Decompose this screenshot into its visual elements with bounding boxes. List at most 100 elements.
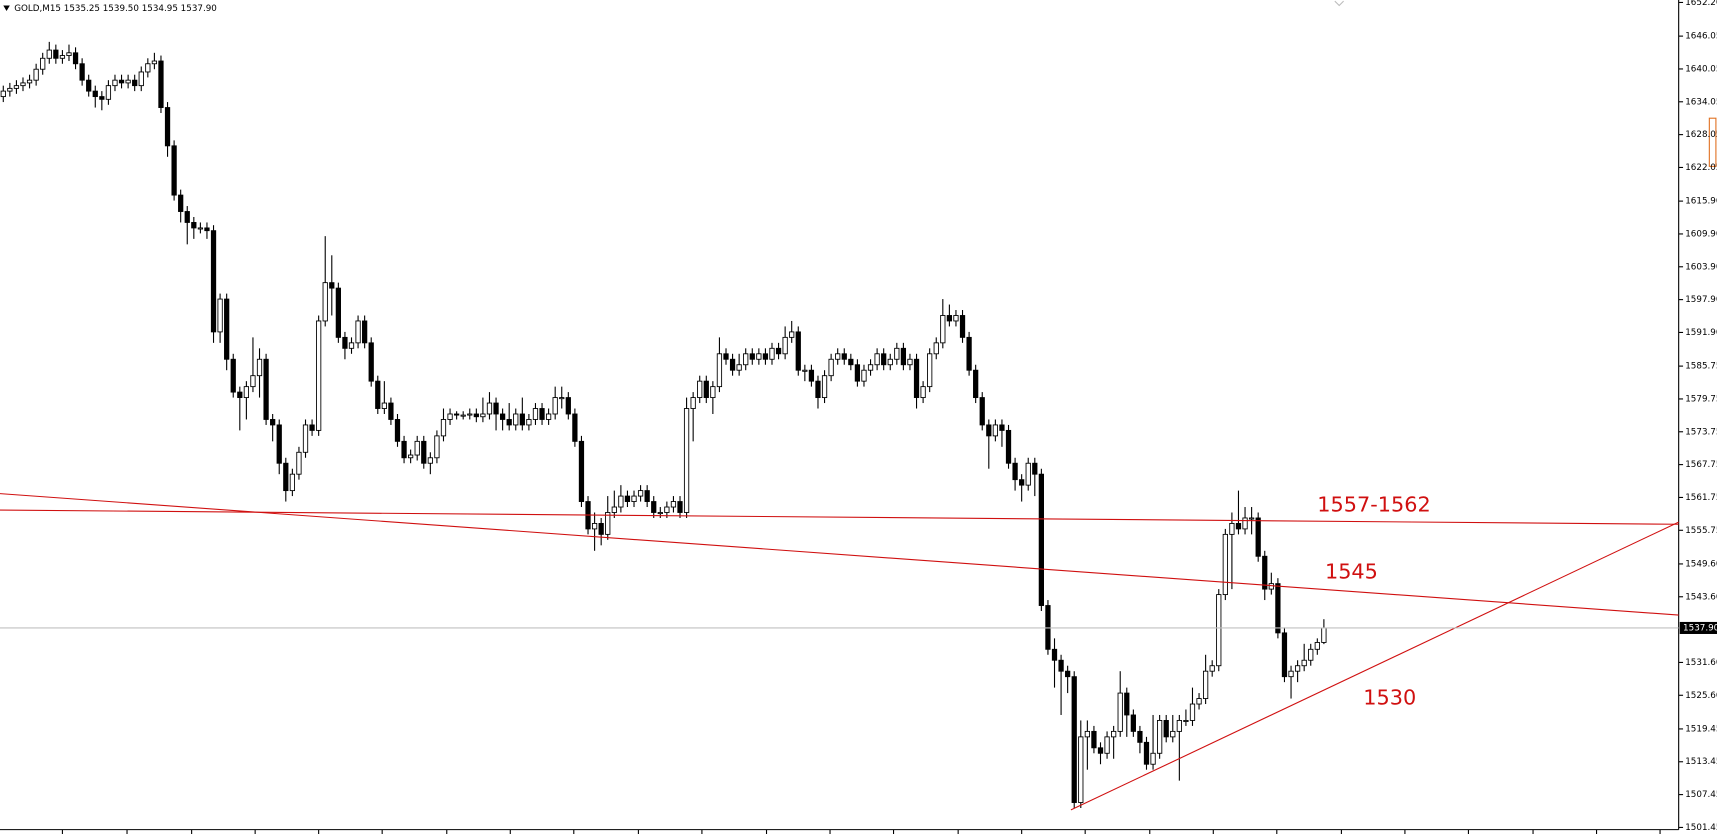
candle-body [828,358,834,377]
candle-body [723,353,729,360]
candle-body [887,358,893,366]
candle-body [1202,670,1209,699]
y-tick-label: 1622.05 [1685,163,1717,173]
candle-body [1288,670,1294,678]
candle-body [263,358,269,420]
candle-body [973,369,979,399]
candle-body [191,222,197,229]
candle-body [644,490,650,502]
candle-body [1255,517,1261,557]
candle-body [66,52,72,56]
y-tick-label: 1555.75 [1685,526,1717,536]
candle-body [256,358,263,377]
candle-body [283,462,289,492]
candle-body [900,347,907,366]
candle-body [401,440,407,459]
candle-body [1222,533,1228,596]
shift-marker [1334,0,1344,7]
last-price-label: 1537.90 [1683,623,1717,633]
candle-body [1058,659,1064,672]
y-tick-label: 1567.75 [1685,460,1717,470]
candle-body [683,408,690,513]
candle-body [782,336,788,355]
candle-body [526,419,532,426]
candle-body [743,353,749,366]
candle-body [210,230,217,333]
candle-body [53,49,59,59]
candle-body [368,342,374,382]
candle-body [565,397,571,415]
candle-body [145,63,151,73]
candle-body [388,402,394,420]
menu-arrow[interactable] [3,5,10,11]
candle-body [1130,714,1136,732]
candle-body [1170,730,1176,738]
y-tick-label: 1531.60 [1685,658,1717,668]
resistance-line [0,509,1679,525]
candle-body [1308,648,1314,661]
y-tick-label: 1591.90 [1685,328,1717,338]
candle-body [0,90,6,98]
candle-body [664,506,670,513]
candle-body [874,353,880,366]
candle-body [1275,583,1281,634]
candle-body [20,82,26,87]
candle-body [775,347,782,355]
candle-body [322,282,328,322]
candle-body [296,451,302,475]
candle-body [125,79,131,84]
candle-body [677,501,683,513]
candle-body [197,227,204,230]
y-tick-label: 1652.20 [1685,0,1717,8]
y-tick-label: 1609.90 [1685,229,1717,239]
candle-body [841,353,847,360]
candle-body [499,413,506,420]
candle-body [1163,720,1169,738]
candle-body [1124,692,1130,716]
candle-body [375,380,381,409]
candle-body [204,227,210,232]
candle-body [1097,747,1104,754]
trend-line [0,493,1679,616]
candle-body [408,454,414,459]
candle-body [618,495,624,508]
candle-body [539,408,545,420]
candle-body [1137,730,1143,743]
candle-body [1111,730,1117,738]
candle-body [999,424,1005,431]
candle-body [894,347,900,360]
candle-body [789,331,795,338]
candle-body [224,298,230,360]
candle-body [519,413,525,426]
candle-body [460,414,466,417]
candle-body [230,358,236,393]
candle-body [447,413,453,420]
candle-body [861,369,867,382]
candle-body [756,353,762,360]
candle-body [7,87,13,92]
candle-body [940,315,946,344]
candle-body [559,397,565,400]
y-tick-label: 1597.90 [1685,295,1717,305]
candle-body [572,413,578,442]
y-tick-label: 1573.75 [1685,427,1717,437]
candle-body [178,194,184,212]
candle-body [243,386,250,399]
candle-body [867,364,874,371]
candle-body [355,320,361,344]
candle-body [1005,429,1012,464]
candle-body [979,397,985,426]
y-tick-label: 1549.60 [1685,559,1717,569]
candle-body [1183,720,1189,722]
annotation: 1545 [1325,559,1378,583]
y-tick-label: 1640.05 [1685,64,1717,74]
candle-body [434,435,440,459]
candle-body [631,495,637,502]
candle-body [795,331,801,371]
candle-body [637,490,644,497]
candle-body [164,107,171,147]
candle-body [907,358,913,366]
candle-body [329,282,335,289]
